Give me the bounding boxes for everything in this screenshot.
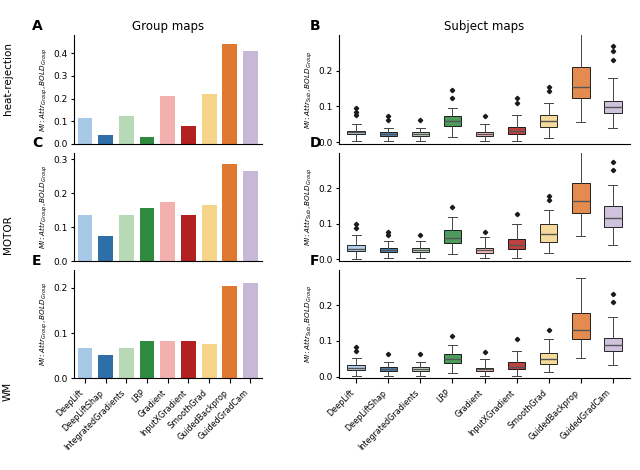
PathPatch shape <box>380 248 397 252</box>
Y-axis label: $MI : Attr_{Sub}, BOLD_{Group}$: $MI : Attr_{Sub}, BOLD_{Group}$ <box>303 50 316 129</box>
Bar <box>160 341 175 378</box>
Y-axis label: $MI : Attr_{Group}, BOLD_{Group}$: $MI : Attr_{Group}, BOLD_{Group}$ <box>38 282 50 366</box>
PathPatch shape <box>508 362 525 369</box>
Text: F: F <box>310 254 319 267</box>
Text: MOTOR: MOTOR <box>3 216 13 254</box>
PathPatch shape <box>412 132 429 136</box>
Bar <box>181 215 196 261</box>
Text: D: D <box>310 136 321 150</box>
Bar <box>77 348 92 378</box>
Bar <box>243 51 258 144</box>
Bar <box>98 355 113 378</box>
Bar <box>140 138 154 144</box>
Bar <box>98 235 113 261</box>
PathPatch shape <box>476 368 493 371</box>
Bar <box>243 283 258 378</box>
Text: E: E <box>32 254 42 267</box>
PathPatch shape <box>412 368 429 371</box>
Text: C: C <box>32 136 42 150</box>
Y-axis label: $MI : Attr_{Group}, BOLD_{Group}$: $MI : Attr_{Group}, BOLD_{Group}$ <box>38 47 50 132</box>
PathPatch shape <box>604 206 621 227</box>
Bar <box>98 135 113 144</box>
PathPatch shape <box>572 67 589 98</box>
Bar <box>140 209 154 261</box>
Bar <box>222 164 237 261</box>
Bar <box>119 348 134 378</box>
PathPatch shape <box>476 248 493 253</box>
Bar <box>119 116 134 144</box>
Bar <box>140 341 154 378</box>
PathPatch shape <box>508 127 525 134</box>
Bar <box>160 202 175 261</box>
Title: Group maps: Group maps <box>132 20 204 33</box>
Bar <box>181 126 196 144</box>
PathPatch shape <box>444 117 461 125</box>
Bar <box>202 205 216 261</box>
PathPatch shape <box>348 131 365 134</box>
Bar <box>119 215 134 261</box>
Bar <box>222 286 237 378</box>
PathPatch shape <box>444 230 461 243</box>
Bar <box>202 94 216 144</box>
Bar <box>243 171 258 261</box>
Bar <box>160 96 175 144</box>
PathPatch shape <box>604 101 621 113</box>
Text: A: A <box>32 19 43 33</box>
Y-axis label: $MI : Attr_{Sub}, BOLD_{Group}$: $MI : Attr_{Sub}, BOLD_{Group}$ <box>303 168 316 246</box>
Text: heat-rejection: heat-rejection <box>3 42 13 115</box>
Title: Subject maps: Subject maps <box>444 20 525 33</box>
PathPatch shape <box>540 115 557 127</box>
Y-axis label: $MI : Attr_{Sub}, BOLD_{Group}$: $MI : Attr_{Sub}, BOLD_{Group}$ <box>303 285 316 363</box>
PathPatch shape <box>508 239 525 249</box>
PathPatch shape <box>444 354 461 363</box>
Bar <box>181 341 196 378</box>
PathPatch shape <box>540 353 557 364</box>
PathPatch shape <box>412 248 429 252</box>
Bar <box>222 44 237 144</box>
PathPatch shape <box>572 313 589 339</box>
PathPatch shape <box>380 368 397 371</box>
PathPatch shape <box>348 245 365 251</box>
PathPatch shape <box>476 132 493 136</box>
PathPatch shape <box>540 224 557 242</box>
PathPatch shape <box>572 183 589 213</box>
Bar <box>202 345 216 378</box>
Text: B: B <box>310 19 320 33</box>
PathPatch shape <box>348 365 365 370</box>
Y-axis label: $MI : Attr_{Group}, BOLD_{Group}$: $MI : Attr_{Group}, BOLD_{Group}$ <box>38 164 50 249</box>
Bar <box>77 118 92 144</box>
Text: WM: WM <box>3 382 13 401</box>
PathPatch shape <box>380 132 397 136</box>
PathPatch shape <box>604 338 621 351</box>
Bar <box>77 215 92 261</box>
